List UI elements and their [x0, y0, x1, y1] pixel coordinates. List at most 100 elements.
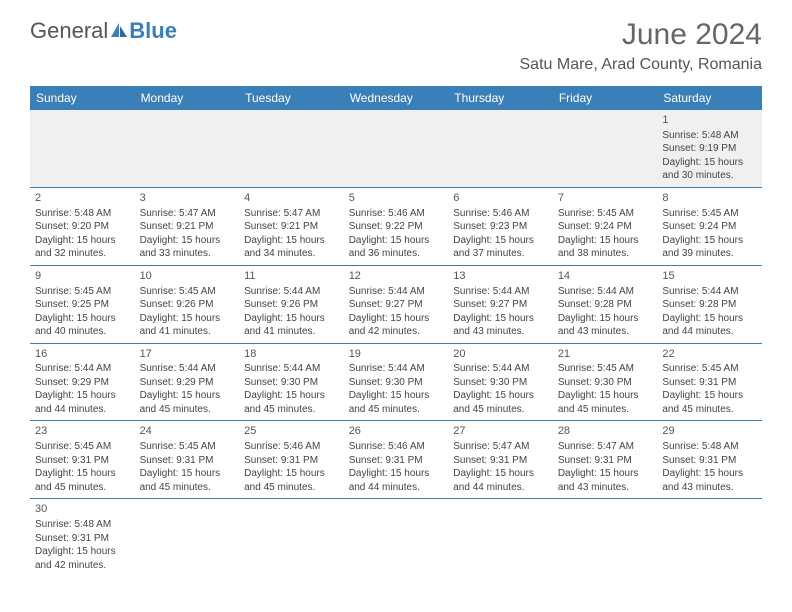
- calendar-cell: 21Sunrise: 5:45 AMSunset: 9:30 PMDayligh…: [553, 343, 658, 421]
- calendar-row: 30Sunrise: 5:48 AMSunset: 9:31 PMDayligh…: [30, 499, 762, 576]
- calendar-cell: 13Sunrise: 5:44 AMSunset: 9:27 PMDayligh…: [448, 265, 553, 343]
- day-number: 15: [662, 269, 757, 284]
- daylight-line: Daylight: 15 hours and 45 minutes.: [140, 467, 235, 494]
- sunrise-line: Sunrise: 5:46 AM: [453, 207, 548, 221]
- calendar-cell: 16Sunrise: 5:44 AMSunset: 9:29 PMDayligh…: [30, 343, 135, 421]
- logo-text-2: Blue: [129, 18, 177, 44]
- daylight-line: Daylight: 15 hours and 45 minutes.: [35, 467, 130, 494]
- sunset-line: Sunset: 9:30 PM: [244, 376, 339, 390]
- sunset-line: Sunset: 9:31 PM: [662, 376, 757, 390]
- calendar-cell: 19Sunrise: 5:44 AMSunset: 9:30 PMDayligh…: [344, 343, 449, 421]
- daylight-line: Daylight: 15 hours and 43 minutes.: [662, 467, 757, 494]
- sunrise-line: Sunrise: 5:44 AM: [35, 362, 130, 376]
- calendar-cell: 24Sunrise: 5:45 AMSunset: 9:31 PMDayligh…: [135, 421, 240, 499]
- calendar-cell-empty: [344, 110, 449, 187]
- calendar-cell-empty: [553, 110, 658, 187]
- daylight-line: Daylight: 15 hours and 41 minutes.: [140, 312, 235, 339]
- sunset-line: Sunset: 9:24 PM: [662, 220, 757, 234]
- calendar-cell: 22Sunrise: 5:45 AMSunset: 9:31 PMDayligh…: [657, 343, 762, 421]
- daylight-line: Daylight: 15 hours and 44 minutes.: [349, 467, 444, 494]
- day-number: 23: [35, 424, 130, 439]
- day-number: 8: [662, 191, 757, 206]
- sunset-line: Sunset: 9:19 PM: [662, 142, 757, 156]
- sunrise-line: Sunrise: 5:45 AM: [662, 362, 757, 376]
- calendar-cell: 4Sunrise: 5:47 AMSunset: 9:21 PMDaylight…: [239, 187, 344, 265]
- calendar-cell: 27Sunrise: 5:47 AMSunset: 9:31 PMDayligh…: [448, 421, 553, 499]
- weekday-row: SundayMondayTuesdayWednesdayThursdayFrid…: [30, 86, 762, 110]
- weekday-header: Monday: [135, 86, 240, 110]
- sunset-line: Sunset: 9:25 PM: [35, 298, 130, 312]
- sunrise-line: Sunrise: 5:44 AM: [349, 362, 444, 376]
- daylight-line: Daylight: 15 hours and 37 minutes.: [453, 234, 548, 261]
- calendar-cell: 3Sunrise: 5:47 AMSunset: 9:21 PMDaylight…: [135, 187, 240, 265]
- daylight-line: Daylight: 15 hours and 43 minutes.: [558, 467, 653, 494]
- sunset-line: Sunset: 9:29 PM: [35, 376, 130, 390]
- sunset-line: Sunset: 9:28 PM: [662, 298, 757, 312]
- calendar-cell: 18Sunrise: 5:44 AMSunset: 9:30 PMDayligh…: [239, 343, 344, 421]
- daylight-line: Daylight: 15 hours and 44 minutes.: [35, 389, 130, 416]
- sunset-line: Sunset: 9:27 PM: [349, 298, 444, 312]
- day-number: 1: [662, 113, 757, 128]
- day-number: 28: [558, 424, 653, 439]
- day-number: 20: [453, 347, 548, 362]
- sunset-line: Sunset: 9:30 PM: [558, 376, 653, 390]
- day-number: 19: [349, 347, 444, 362]
- calendar-cell: 26Sunrise: 5:46 AMSunset: 9:31 PMDayligh…: [344, 421, 449, 499]
- sunrise-line: Sunrise: 5:48 AM: [662, 129, 757, 143]
- calendar-cell-empty: [448, 499, 553, 576]
- sunset-line: Sunset: 9:31 PM: [35, 532, 130, 546]
- sunrise-line: Sunrise: 5:44 AM: [244, 285, 339, 299]
- weekday-header: Saturday: [657, 86, 762, 110]
- sunset-line: Sunset: 9:23 PM: [453, 220, 548, 234]
- logo-text-1: General: [30, 18, 108, 44]
- daylight-line: Daylight: 15 hours and 45 minutes.: [349, 389, 444, 416]
- sunrise-line: Sunrise: 5:44 AM: [662, 285, 757, 299]
- sunset-line: Sunset: 9:30 PM: [349, 376, 444, 390]
- daylight-line: Daylight: 15 hours and 44 minutes.: [453, 467, 548, 494]
- title-block: June 2024 Satu Mare, Arad County, Romani…: [520, 18, 763, 74]
- daylight-line: Daylight: 15 hours and 44 minutes.: [662, 312, 757, 339]
- day-number: 29: [662, 424, 757, 439]
- sunrise-line: Sunrise: 5:45 AM: [558, 207, 653, 221]
- page-header: General Blue June 2024 Satu Mare, Arad C…: [0, 0, 792, 80]
- calendar-cell: 5Sunrise: 5:46 AMSunset: 9:22 PMDaylight…: [344, 187, 449, 265]
- logo-sail-icon: [110, 22, 128, 38]
- calendar-cell: 14Sunrise: 5:44 AMSunset: 9:28 PMDayligh…: [553, 265, 658, 343]
- calendar-cell-empty: [135, 499, 240, 576]
- day-number: 16: [35, 347, 130, 362]
- calendar-cell-empty: [553, 499, 658, 576]
- daylight-line: Daylight: 15 hours and 45 minutes.: [140, 389, 235, 416]
- daylight-line: Daylight: 15 hours and 34 minutes.: [244, 234, 339, 261]
- calendar-cell: 11Sunrise: 5:44 AMSunset: 9:26 PMDayligh…: [239, 265, 344, 343]
- sunrise-line: Sunrise: 5:45 AM: [140, 440, 235, 454]
- day-number: 7: [558, 191, 653, 206]
- sunset-line: Sunset: 9:31 PM: [662, 454, 757, 468]
- sunrise-line: Sunrise: 5:44 AM: [244, 362, 339, 376]
- sunrise-line: Sunrise: 5:47 AM: [244, 207, 339, 221]
- calendar-cell: 30Sunrise: 5:48 AMSunset: 9:31 PMDayligh…: [30, 499, 135, 576]
- sunset-line: Sunset: 9:31 PM: [35, 454, 130, 468]
- sunset-line: Sunset: 9:28 PM: [558, 298, 653, 312]
- day-number: 6: [453, 191, 548, 206]
- calendar-row: 1Sunrise: 5:48 AMSunset: 9:19 PMDaylight…: [30, 110, 762, 187]
- sunset-line: Sunset: 9:22 PM: [349, 220, 444, 234]
- day-number: 18: [244, 347, 339, 362]
- month-title: June 2024: [520, 18, 763, 52]
- daylight-line: Daylight: 15 hours and 41 minutes.: [244, 312, 339, 339]
- calendar-cell: 20Sunrise: 5:44 AMSunset: 9:30 PMDayligh…: [448, 343, 553, 421]
- sunrise-line: Sunrise: 5:45 AM: [558, 362, 653, 376]
- sunrise-line: Sunrise: 5:45 AM: [35, 285, 130, 299]
- daylight-line: Daylight: 15 hours and 39 minutes.: [662, 234, 757, 261]
- calendar-cell: 29Sunrise: 5:48 AMSunset: 9:31 PMDayligh…: [657, 421, 762, 499]
- daylight-line: Daylight: 15 hours and 32 minutes.: [35, 234, 130, 261]
- sunset-line: Sunset: 9:21 PM: [244, 220, 339, 234]
- sunset-line: Sunset: 9:26 PM: [140, 298, 235, 312]
- daylight-line: Daylight: 15 hours and 45 minutes.: [662, 389, 757, 416]
- sunrise-line: Sunrise: 5:45 AM: [140, 285, 235, 299]
- sunrise-line: Sunrise: 5:46 AM: [244, 440, 339, 454]
- weekday-header: Tuesday: [239, 86, 344, 110]
- calendar-cell: 15Sunrise: 5:44 AMSunset: 9:28 PMDayligh…: [657, 265, 762, 343]
- daylight-line: Daylight: 15 hours and 45 minutes.: [244, 389, 339, 416]
- weekday-header: Sunday: [30, 86, 135, 110]
- day-number: 24: [140, 424, 235, 439]
